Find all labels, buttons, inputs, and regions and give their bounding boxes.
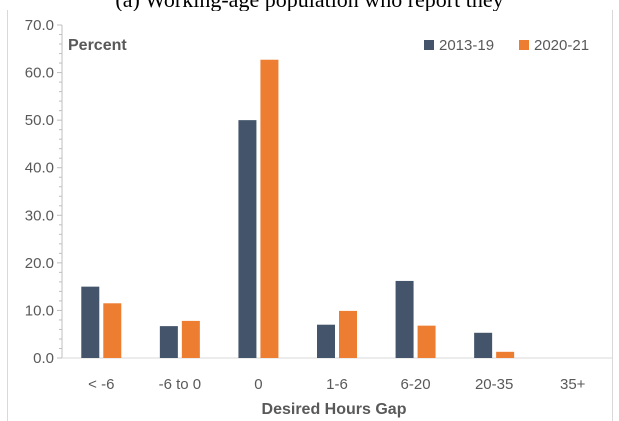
frame-border-left [7,10,8,421]
x-tick-label: 1-6 [326,376,348,393]
x-axis-title: Desired Hours Gap [262,401,407,418]
bar-2013-19--6 to 0 [159,326,178,358]
clipped-caption: (a) Working-age population who report th… [0,0,619,11]
y-tick-label: 60.0 [25,65,54,82]
frame-border-right [612,10,613,421]
x-tick-label: < -6 [88,376,114,393]
legend-label: 2020-21 [534,37,589,54]
bar-2020-21-0 [260,59,279,358]
y-tick-label: 20.0 [25,255,54,272]
x-tick-label: 0 [254,376,262,393]
bar-2013-19-< -6 [81,286,100,358]
bar-2020-21-20-35 [496,351,515,358]
bar-2020-21-1-6 [339,310,357,358]
y-tick-label: 10.0 [25,302,54,319]
y-tick-label: 50.0 [25,112,54,129]
bar-2013-19-6-20 [395,280,414,358]
y-axis [57,24,612,359]
x-tick-labels: < -6 -6 to 0 0 1-6 6-20 20-35 35+ [88,376,586,393]
bar-2013-19-0 [238,120,257,359]
x-tick-label: -6 to 0 [159,376,202,393]
legend-label: 2013-19 [439,37,494,54]
bar-2013-19-1-6 [317,324,335,358]
bar-2020-21--6 to 0 [181,320,200,358]
y-tick-label: 30.0 [25,207,54,224]
y-tick-labels: 0.0 10.0 20.0 30.0 40.0 50.0 60.0 70.0 [25,17,54,367]
y-tick-label: 70.0 [25,17,54,34]
legend-swatch [519,40,529,50]
bar-2020-21-6-20 [417,325,436,358]
bar-2020-21-< -6 [103,303,122,358]
x-tick-label: 6-20 [401,376,431,393]
legend: 2013-19 2020-21 [424,37,589,54]
bar-2013-19-20-35 [474,332,493,358]
y-tick-label: 0.0 [33,350,54,367]
percent-annotation: Percent [68,37,127,54]
y-tick-label: 40.0 [25,160,54,177]
x-tick-label: 35+ [560,376,586,393]
x-tick-label: 20-35 [475,376,513,393]
bar-series [81,59,515,359]
legend-swatch [424,40,434,50]
